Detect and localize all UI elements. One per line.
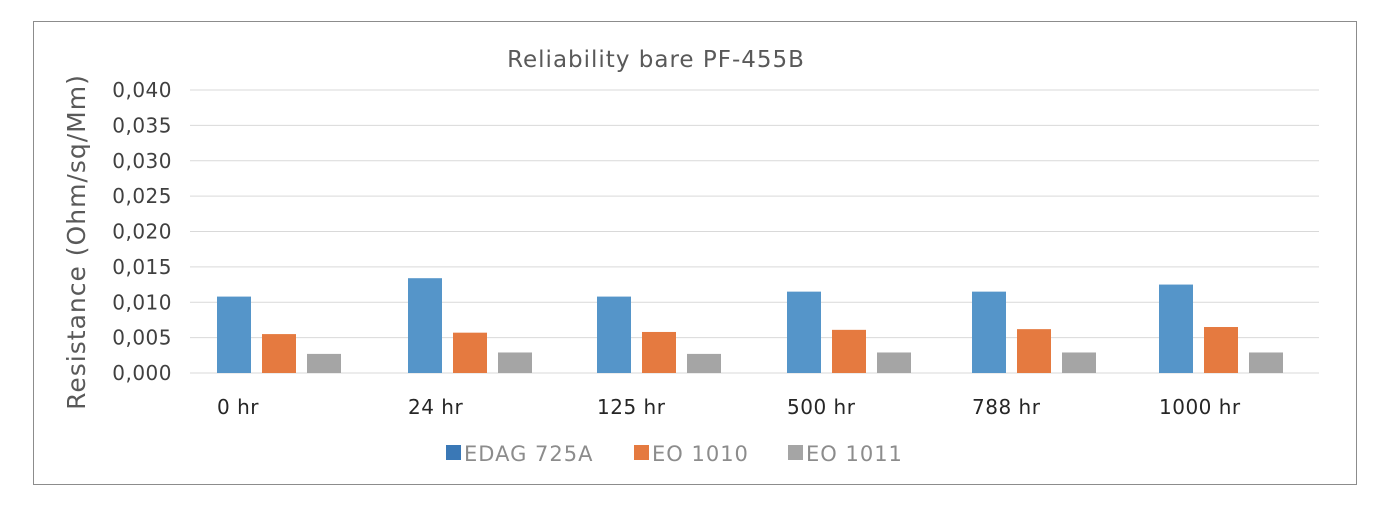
y-tick-label: 0,030 xyxy=(112,149,172,173)
bar xyxy=(1017,329,1051,373)
bar xyxy=(787,291,821,373)
x-tick-label: 788 hr xyxy=(972,395,1041,419)
legend-label: EO 1010 xyxy=(652,442,749,466)
y-tick-label: 0,040 xyxy=(112,78,172,102)
legend-label: EO 1011 xyxy=(806,442,903,466)
legend: EDAG 725A EO 1010 EO 1011 xyxy=(446,442,903,466)
legend-label: EDAG 725A xyxy=(464,442,593,466)
bar xyxy=(307,353,341,373)
y-tick-label: 0,035 xyxy=(112,113,172,137)
legend-swatch xyxy=(788,445,803,460)
bar xyxy=(1204,327,1238,373)
bar xyxy=(408,278,442,373)
x-tick-label: 24 hr xyxy=(408,395,463,419)
x-tick-label: 1000 hr xyxy=(1159,395,1241,419)
bar xyxy=(687,353,721,373)
bar xyxy=(1159,284,1193,373)
gridlines xyxy=(190,89,1319,374)
y-axis-label: Resistance (Ohm/sq/Mm) xyxy=(62,74,91,410)
y-tick-label: 0,025 xyxy=(112,184,172,208)
y-tick-label: 0,020 xyxy=(112,220,172,244)
x-axis-ticks: 0 hr 24 hr 125 hr 500 hr 788 hr 1000 hr xyxy=(217,395,1241,419)
y-tick-label: 0,005 xyxy=(112,326,172,350)
bar xyxy=(262,334,296,373)
bar xyxy=(832,329,866,373)
bar xyxy=(972,291,1006,373)
bar xyxy=(642,331,676,373)
legend-swatch xyxy=(634,445,649,460)
y-tick-label: 0,010 xyxy=(112,290,172,314)
bar xyxy=(453,332,487,373)
y-tick-label: 0,000 xyxy=(112,361,172,385)
bars xyxy=(217,278,1283,373)
x-tick-label: 0 hr xyxy=(217,395,259,419)
y-axis-ticks: 0,000 0,005 0,010 0,015 0,020 0,025 0,030 0,035… xyxy=(112,78,172,385)
bar xyxy=(1062,352,1096,373)
legend-swatch xyxy=(446,445,461,460)
bar xyxy=(1249,352,1283,373)
bar xyxy=(498,352,532,373)
chart-frame xyxy=(33,21,1357,485)
bar xyxy=(217,296,251,373)
x-tick-label: 500 hr xyxy=(787,395,856,419)
bar xyxy=(597,296,631,373)
y-tick-label: 0,015 xyxy=(112,255,172,279)
x-tick-label: 125 hr xyxy=(597,395,666,419)
chart-title: Reliability bare PF-455B xyxy=(507,47,805,73)
bar xyxy=(877,352,911,373)
